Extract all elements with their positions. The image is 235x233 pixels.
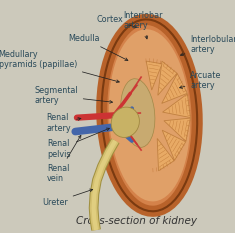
Ellipse shape (109, 29, 190, 201)
Text: Renal
artery: Renal artery (47, 113, 81, 133)
Text: Interlobar
artery: Interlobar artery (123, 11, 163, 39)
Text: Arcuate
artery: Arcuate artery (180, 71, 222, 90)
Polygon shape (162, 74, 187, 103)
Text: Renal
vein: Renal vein (47, 135, 81, 183)
Polygon shape (158, 61, 177, 95)
Polygon shape (162, 130, 186, 160)
Polygon shape (146, 61, 162, 90)
Polygon shape (157, 138, 174, 171)
Text: Segmental
artery: Segmental artery (34, 86, 113, 105)
Polygon shape (163, 94, 190, 118)
Ellipse shape (102, 19, 197, 211)
Ellipse shape (111, 107, 139, 137)
Ellipse shape (105, 24, 194, 207)
Text: Cross-section of kidney: Cross-section of kidney (76, 216, 197, 226)
Text: Cortex: Cortex (96, 15, 137, 28)
Text: Interlobular
artery: Interlobular artery (180, 35, 235, 56)
Text: Renal
pelvis: Renal pelvis (47, 128, 110, 159)
Ellipse shape (121, 79, 155, 147)
Text: Medulla: Medulla (68, 34, 128, 60)
Polygon shape (164, 118, 190, 141)
Text: Medullary
pyramids (papillae): Medullary pyramids (papillae) (0, 50, 119, 82)
Text: Ureter: Ureter (42, 189, 93, 207)
